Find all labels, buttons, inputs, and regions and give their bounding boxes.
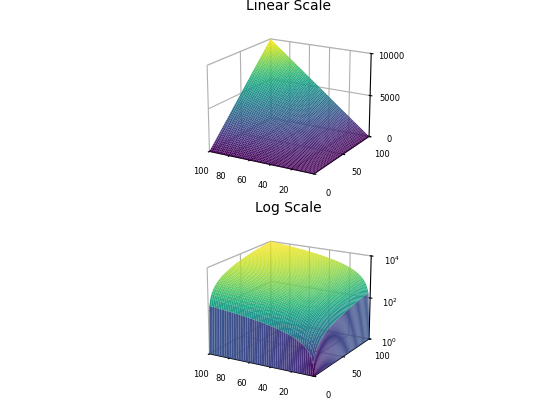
Title: Log Scale: Log Scale: [255, 201, 321, 215]
Title: Linear Scale: Linear Scale: [246, 0, 331, 13]
